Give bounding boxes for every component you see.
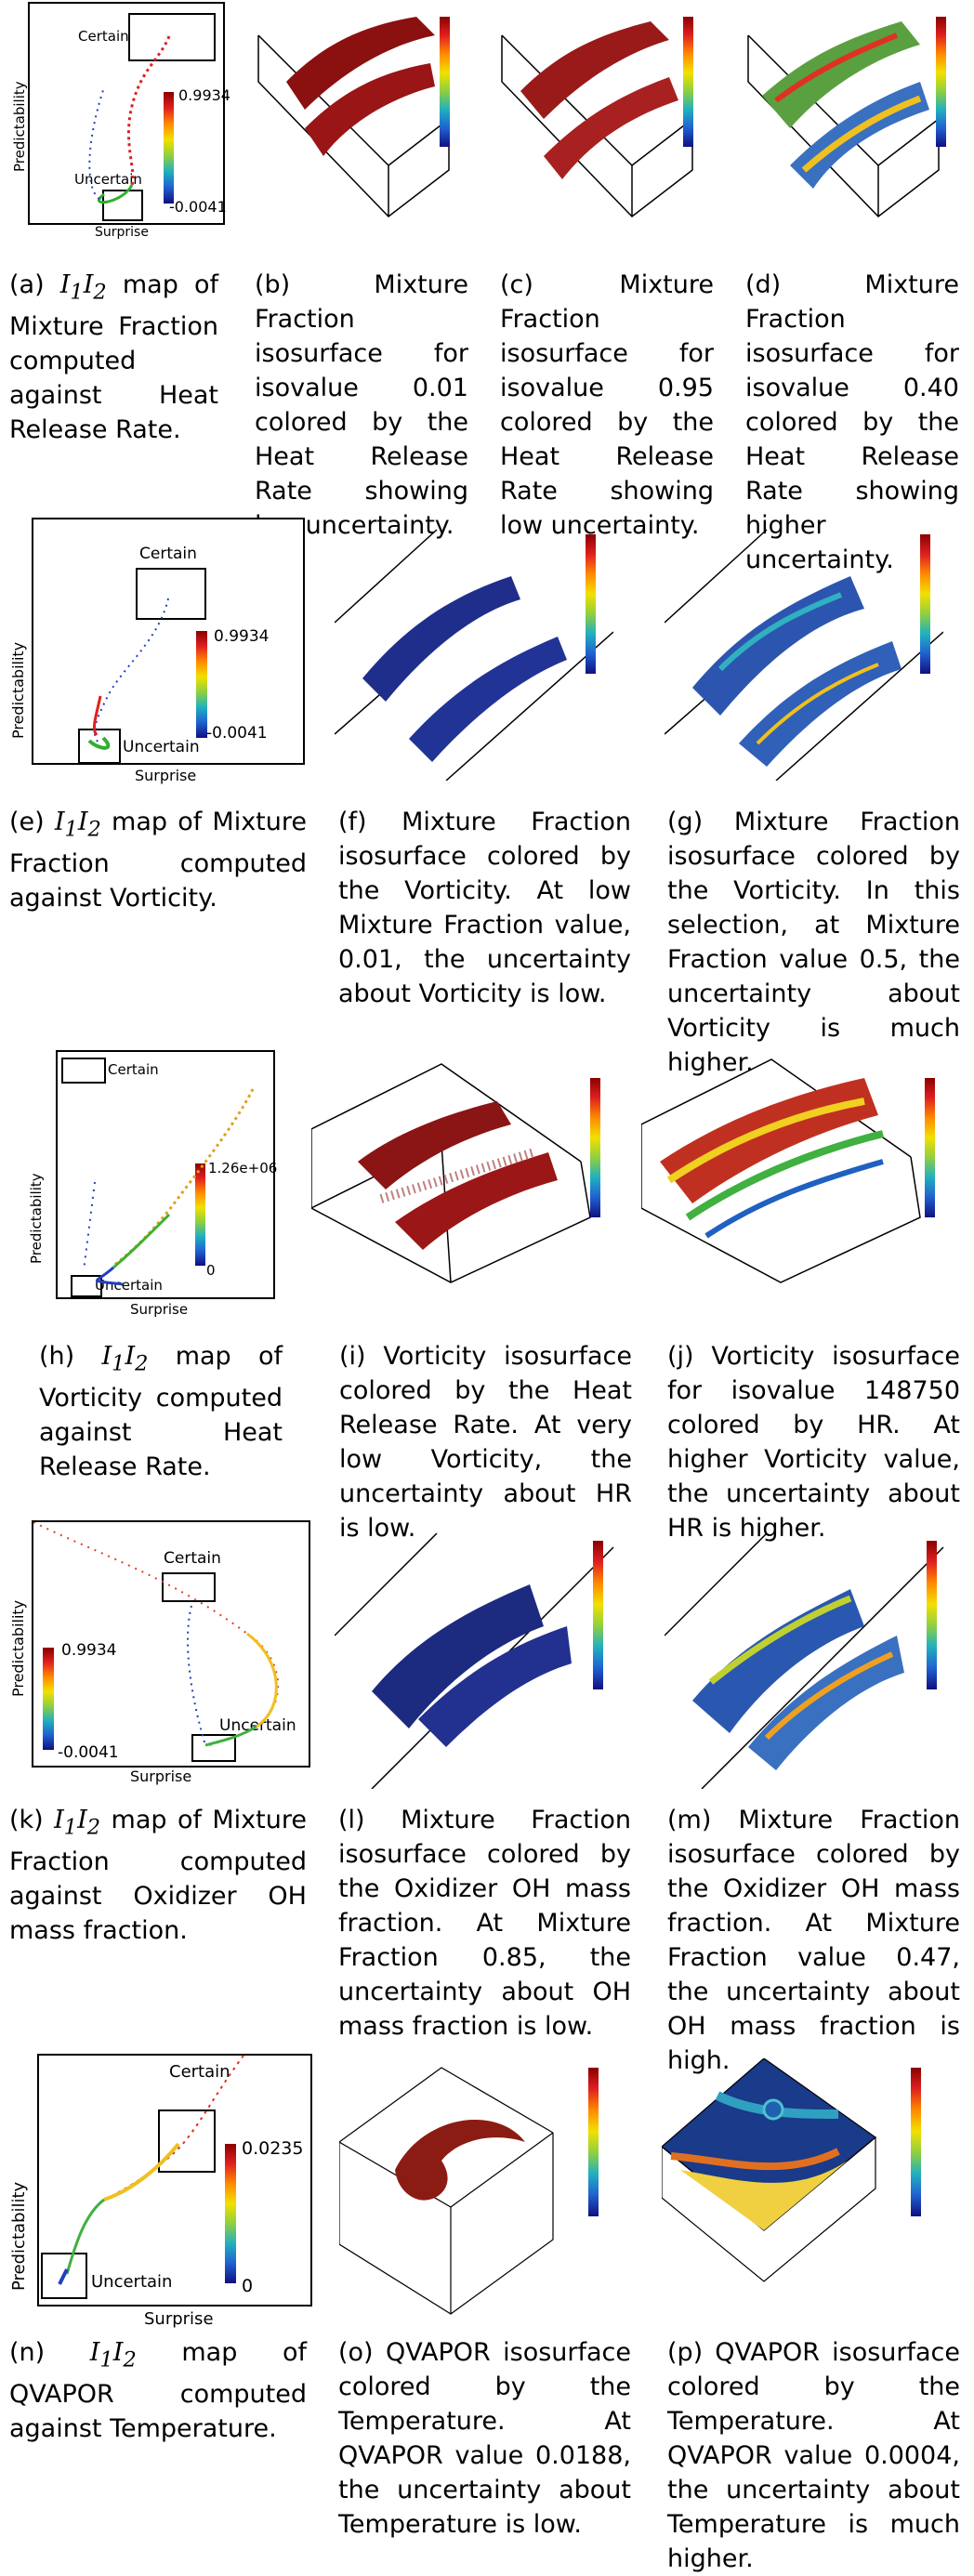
map-e-plot: Certain Uncertain 0.9934 -0.0041 <box>32 518 305 765</box>
certain-label: Certain <box>139 545 197 563</box>
map-k: Predictability Certain Uncertain 0.9934 … <box>9 1520 311 1790</box>
uncertain-box <box>41 2253 87 2299</box>
map-h-plot: Certain Uncertain 1.26e+06 0 <box>56 1050 278 1299</box>
colorbar-max: 0.9934 <box>214 627 270 646</box>
colorbar-max: 0.0235 <box>242 2138 304 2159</box>
colorbar-max: 0.9934 <box>178 86 230 104</box>
colorbar-min: -0.0041 <box>206 724 268 743</box>
certain-box <box>136 568 206 620</box>
map-a: Predictability Certain Uncertain 0.9934 … <box>11 0 230 242</box>
map-ylabel: Predictability <box>9 641 27 739</box>
map-xlabel: Surprise <box>135 767 197 784</box>
caption-n: (n) I1I2 map of QVAPOR computed against … <box>9 2338 307 2444</box>
render-d <box>739 7 957 244</box>
caption-c: (c) Mixture Fraction isosurface for isov… <box>500 270 714 540</box>
map-n-plot: Certain Uncertain 0.0235 0 <box>37 2054 312 2307</box>
scatter-curve <box>83 1088 255 1286</box>
colorbar <box>588 2068 599 2216</box>
render-c <box>493 7 702 244</box>
caption-l: (l) Mixture Fraction isosurface colored … <box>338 1806 631 2041</box>
render-i <box>311 1050 618 1324</box>
colorbar-max: 1.26e+06 <box>208 1160 278 1176</box>
render-f <box>335 520 613 781</box>
caption-j: (j) Vorticity isosurface for isovalue 14… <box>667 1342 960 1543</box>
caption-p: (p) QVAPOR isosurface colored by the Tem… <box>667 2338 960 2573</box>
caption-o: (o) QVAPOR isosurface colored by the Tem… <box>338 2338 631 2539</box>
render-m <box>665 1524 953 1789</box>
colorbar <box>593 1541 603 1689</box>
caption-f: (f) Mixture Fraction isosurface colored … <box>338 808 631 1008</box>
certain-label: Certain <box>164 1549 221 1568</box>
map-ylabel: Predictability <box>9 2181 29 2291</box>
caption-m: (m) Mixture Fraction isosurface colored … <box>667 1806 960 2075</box>
certain-label: Certain <box>108 1061 159 1078</box>
map-xlabel: Surprise <box>95 225 149 240</box>
uncertain-box <box>78 729 121 764</box>
colorbar-min: 0 <box>206 1262 216 1279</box>
colorbar <box>225 2144 236 2283</box>
colorbar <box>196 631 207 738</box>
map-h: Predictability Certain Uncertain 1.26e+0… <box>28 1050 279 1324</box>
colorbar <box>590 1078 600 1217</box>
map-n: Predictability Certain Uncertain 0.0235 … <box>9 2054 316 2333</box>
colorbar-min: -0.0041 <box>58 1743 119 1762</box>
map-xlabel: Surprise <box>144 2309 214 2329</box>
colorbar <box>683 17 693 147</box>
map-ylabel: Predictability <box>9 1599 27 1697</box>
caption-d: (d) Mixture Fraction isosurface for isov… <box>745 270 959 574</box>
uncertain-box <box>71 1275 102 1297</box>
colorbar <box>911 2068 921 2216</box>
colorbar <box>195 1163 205 1266</box>
colorbar <box>920 534 930 674</box>
map-ylabel: Predictability <box>11 81 28 172</box>
uncertain-label: Uncertain <box>74 171 142 188</box>
colorbar <box>925 1078 935 1217</box>
colorbar-max: 0.9934 <box>61 1641 117 1660</box>
caption-b: (b) Mixture Fraction isosurface for isov… <box>255 270 468 540</box>
caption-i: (i) Vorticity isosurface colored by the … <box>339 1342 632 1543</box>
scatter-curve <box>87 598 169 750</box>
certain-label: Certain <box>169 2062 230 2082</box>
uncertain-label: Uncertain <box>123 738 200 756</box>
colorbar <box>586 534 596 674</box>
colorbar <box>927 1541 937 1689</box>
caption-k: (k) I1I2 map of Mixture Fraction compute… <box>9 1806 307 1946</box>
caption-h: (h) I1I2 map of Vorticity computed again… <box>39 1342 283 1482</box>
map-xlabel: Surprise <box>130 1768 192 1785</box>
render-j <box>641 1050 957 1324</box>
uncertain-box <box>191 1734 236 1762</box>
render-p <box>662 2058 954 2333</box>
uncertain-label: Uncertain <box>91 2272 173 2292</box>
map-ylabel: Predictability <box>28 1173 45 1264</box>
scatter-curve <box>88 35 171 204</box>
map-xlabel: Surprise <box>130 1301 189 1318</box>
render-o <box>339 2058 613 2323</box>
scatter-curve <box>33 1522 280 1747</box>
colorbar <box>440 17 450 147</box>
render-b <box>249 7 458 244</box>
caption-a: (a) I1I2 map of Mixture Fraction compute… <box>9 270 218 445</box>
scatter-curve <box>58 2056 244 2285</box>
uncertain-box <box>102 190 143 221</box>
caption-e: (e) I1I2 map of Mixture Fraction compute… <box>9 808 307 913</box>
render-l <box>335 1524 618 1789</box>
certain-box <box>61 1058 106 1084</box>
colorbar-min: 0 <box>242 2276 254 2296</box>
map-a-plot: Certain Uncertain 0.9934 -0.0041 <box>28 2 230 225</box>
certain-label: Certain <box>78 28 129 45</box>
certain-box <box>158 2109 216 2173</box>
caption-g: (g) Mixture Fraction isosurface colored … <box>667 808 960 1077</box>
colorbar <box>936 17 946 147</box>
colorbar-min: -0.0041 <box>169 198 227 216</box>
colorbar <box>43 1648 54 1750</box>
colorbar <box>164 92 174 204</box>
render-g <box>665 520 943 781</box>
certain-box <box>128 13 216 61</box>
map-k-plot: Certain Uncertain 0.9934 -0.0041 <box>32 1520 310 1768</box>
certain-box <box>162 1572 216 1602</box>
map-e: Predictability Certain Uncertain 0.9934 … <box>9 516 307 790</box>
